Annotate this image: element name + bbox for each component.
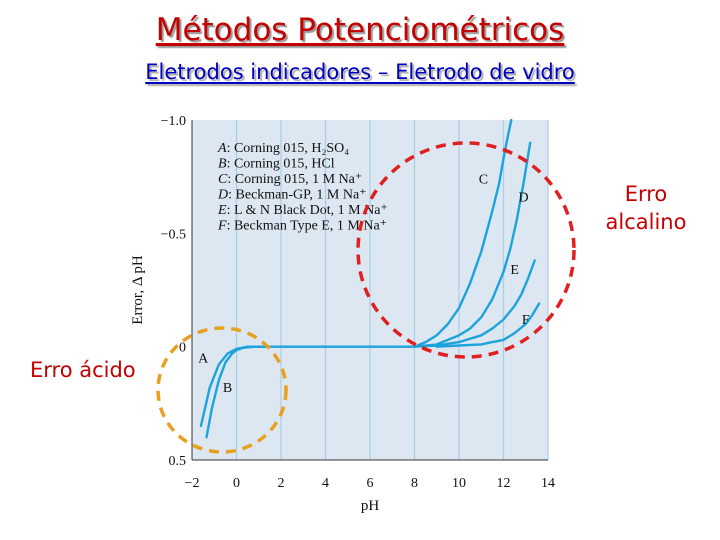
x-tick-label: 14 [541, 476, 555, 491]
x-tick-labels: −2 0 2 4 6 8 10 12 14 [185, 476, 555, 491]
x-tick-label: 12 [497, 476, 511, 491]
y-tick-label: 0 [179, 341, 186, 356]
legend-entry-f: F: Beckman Type E, 1 M Na⁺ [217, 219, 387, 234]
y-tick-label: −1.0 [161, 114, 186, 129]
slide-title: Métodos Potenciométricos [155, 12, 565, 48]
acid-error-label: Erro ácido [30, 358, 136, 382]
curve-label-e: E [510, 263, 519, 278]
alkaline-error-label-line2: alcalino [605, 210, 687, 234]
y-tick-labels: −1.0 −0.5 0 0.5 [161, 114, 186, 469]
series-line-e [413, 259, 536, 348]
curve-label-d: D [518, 191, 528, 206]
x-tick-label: 8 [411, 476, 418, 491]
x-tick-label: 4 [322, 476, 329, 491]
legend-entry-c: C: Corning 015, 1 M Na⁺ [218, 172, 362, 187]
x-tick-label: 6 [367, 476, 374, 491]
legend-entry-e: E: L & N Black Dot, 1 M Na⁺ [217, 203, 388, 218]
y-tick-label: −0.5 [161, 227, 186, 242]
slide-subtitle: Eletrodos indicadores – Eletrodo de vidr… [145, 60, 575, 84]
curve-label-c: C [479, 172, 488, 187]
y-tick-label: 0.5 [169, 454, 187, 469]
alkaline-error-label: Erro alcalino [602, 180, 690, 236]
series-line-c [413, 118, 513, 348]
x-axis-label: pH [361, 498, 380, 514]
curve-labels: AB C D E F [198, 172, 530, 396]
series-line-d [413, 141, 532, 348]
legend-entry-a: A: Corning 015, H₂SO₄ [217, 141, 349, 156]
axes [191, 120, 548, 461]
curves [199, 118, 541, 439]
legend-entry-d: D: Beckman-GP, 1 M Na⁺ [217, 188, 367, 203]
series-line-f [435, 302, 541, 348]
curve-label-f: F [522, 313, 530, 328]
x-tick-label: 10 [452, 476, 466, 491]
x-tick-label: 0 [233, 476, 240, 491]
x-tick-label: −2 [185, 476, 200, 491]
alkaline-error-circle [356, 141, 576, 359]
gridlines [235, 120, 549, 460]
series-line-b [205, 345, 272, 439]
x-tick-label: 2 [278, 476, 285, 491]
legend-entry-b: B: Corning 015, HCl [218, 157, 335, 172]
acid-error-circle [156, 326, 288, 454]
curve-label-a: A [198, 352, 209, 367]
y-axis-label: Error, Δ pH [130, 255, 146, 325]
curve-label-b: B [223, 381, 232, 396]
alkaline-error-label-line1: Erro [624, 182, 668, 206]
